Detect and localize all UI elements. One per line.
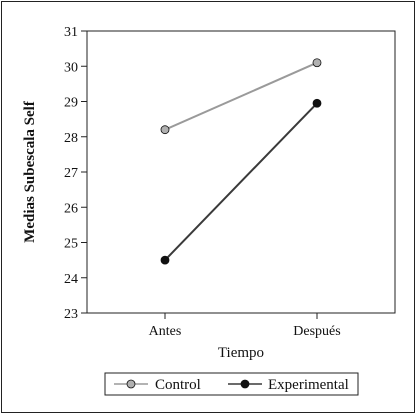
legend-label: Control [155, 377, 201, 393]
y-tick-label: 25 [64, 237, 78, 252]
axes [86, 30, 396, 314]
data-point [160, 255, 170, 265]
legend-swatch-marker [240, 379, 250, 389]
y-tick-label: 23 [64, 307, 78, 322]
y-axis-title: Medias Subescala Self [22, 100, 38, 243]
y-tick-label: 29 [64, 96, 78, 111]
series-experimental [160, 98, 322, 265]
y-tick-label: 28 [64, 131, 78, 146]
x-axis-title: Tiempo [218, 345, 264, 361]
x-tick-label: Después [293, 324, 340, 339]
data-point [312, 58, 322, 68]
x-tick-label: Antes [149, 324, 182, 339]
data-point [312, 98, 322, 108]
y-tick-label: 30 [64, 60, 78, 75]
y-tick-label: 24 [64, 272, 78, 287]
legend-label: Experimental [268, 377, 349, 393]
y-tick-label: 26 [64, 201, 78, 216]
legend-item-control: Control [114, 377, 201, 393]
y-tick-label: 27 [64, 166, 78, 181]
y-axis-ticks: 23 24 25 26 27 28 29 30 31 [64, 25, 87, 322]
plot-area-border [86, 30, 396, 314]
y-tick-label: 31 [64, 25, 78, 40]
series-layer [160, 58, 322, 265]
series-line [164, 102, 318, 261]
series-control [160, 58, 322, 135]
legend-item-experimental: Experimental [228, 377, 349, 393]
legend-swatch-marker [126, 379, 136, 389]
series-line [164, 61, 318, 131]
legend: Control Experimental [104, 372, 359, 396]
x-axis-ticks: Antes Después [149, 313, 341, 339]
data-point [160, 125, 170, 135]
